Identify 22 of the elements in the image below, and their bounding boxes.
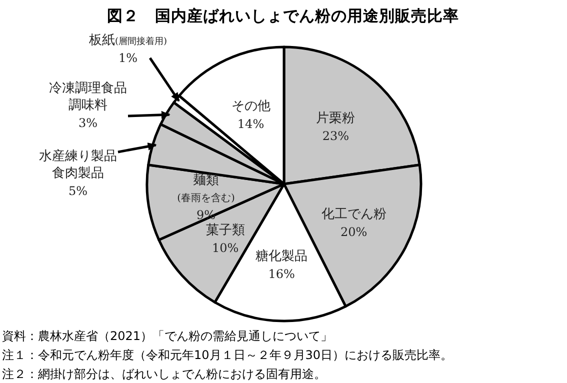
text: 注２：網掛け部分は、ばれいしょでん粉における固有用途。 [2,367,326,381]
data-label: 5% [68,184,88,198]
slice-label: 片栗粉 [316,111,356,126]
slice-label: その他 [231,99,270,114]
data-label: 9% [196,208,216,222]
data-label: 1% [118,51,138,65]
data-label: 16% [268,267,295,282]
slice-label: 糖化製品 [256,249,308,264]
slice-label: 化工でん粉 [321,207,386,222]
slice-label: 麺類(春雨を含む) [177,172,235,204]
slice-label: 水産練り製品食肉製品 [39,148,117,181]
text: 資料：農林水産省（2021）「でん粉の需給見通しについて」 [2,329,333,343]
data-label: 14% [237,117,264,132]
chart-title: 図２ 国内産ばれいしょでん粉の用途別販売比率 [107,7,459,25]
slice-label: 冷凍調理食品調味料 [49,81,127,113]
data-label: 3% [78,116,98,130]
text: 注１：令和元でん粉年度（令和元年10月１日～２年９月30日）における販売比率。 [2,348,453,362]
data-label: 23% [322,129,350,144]
slice-label: 菓子類 [206,223,245,238]
slice-label: 板紙(層間接着用) [88,33,168,48]
data-label: 20% [340,225,368,240]
data-label: 10% [212,241,239,256]
